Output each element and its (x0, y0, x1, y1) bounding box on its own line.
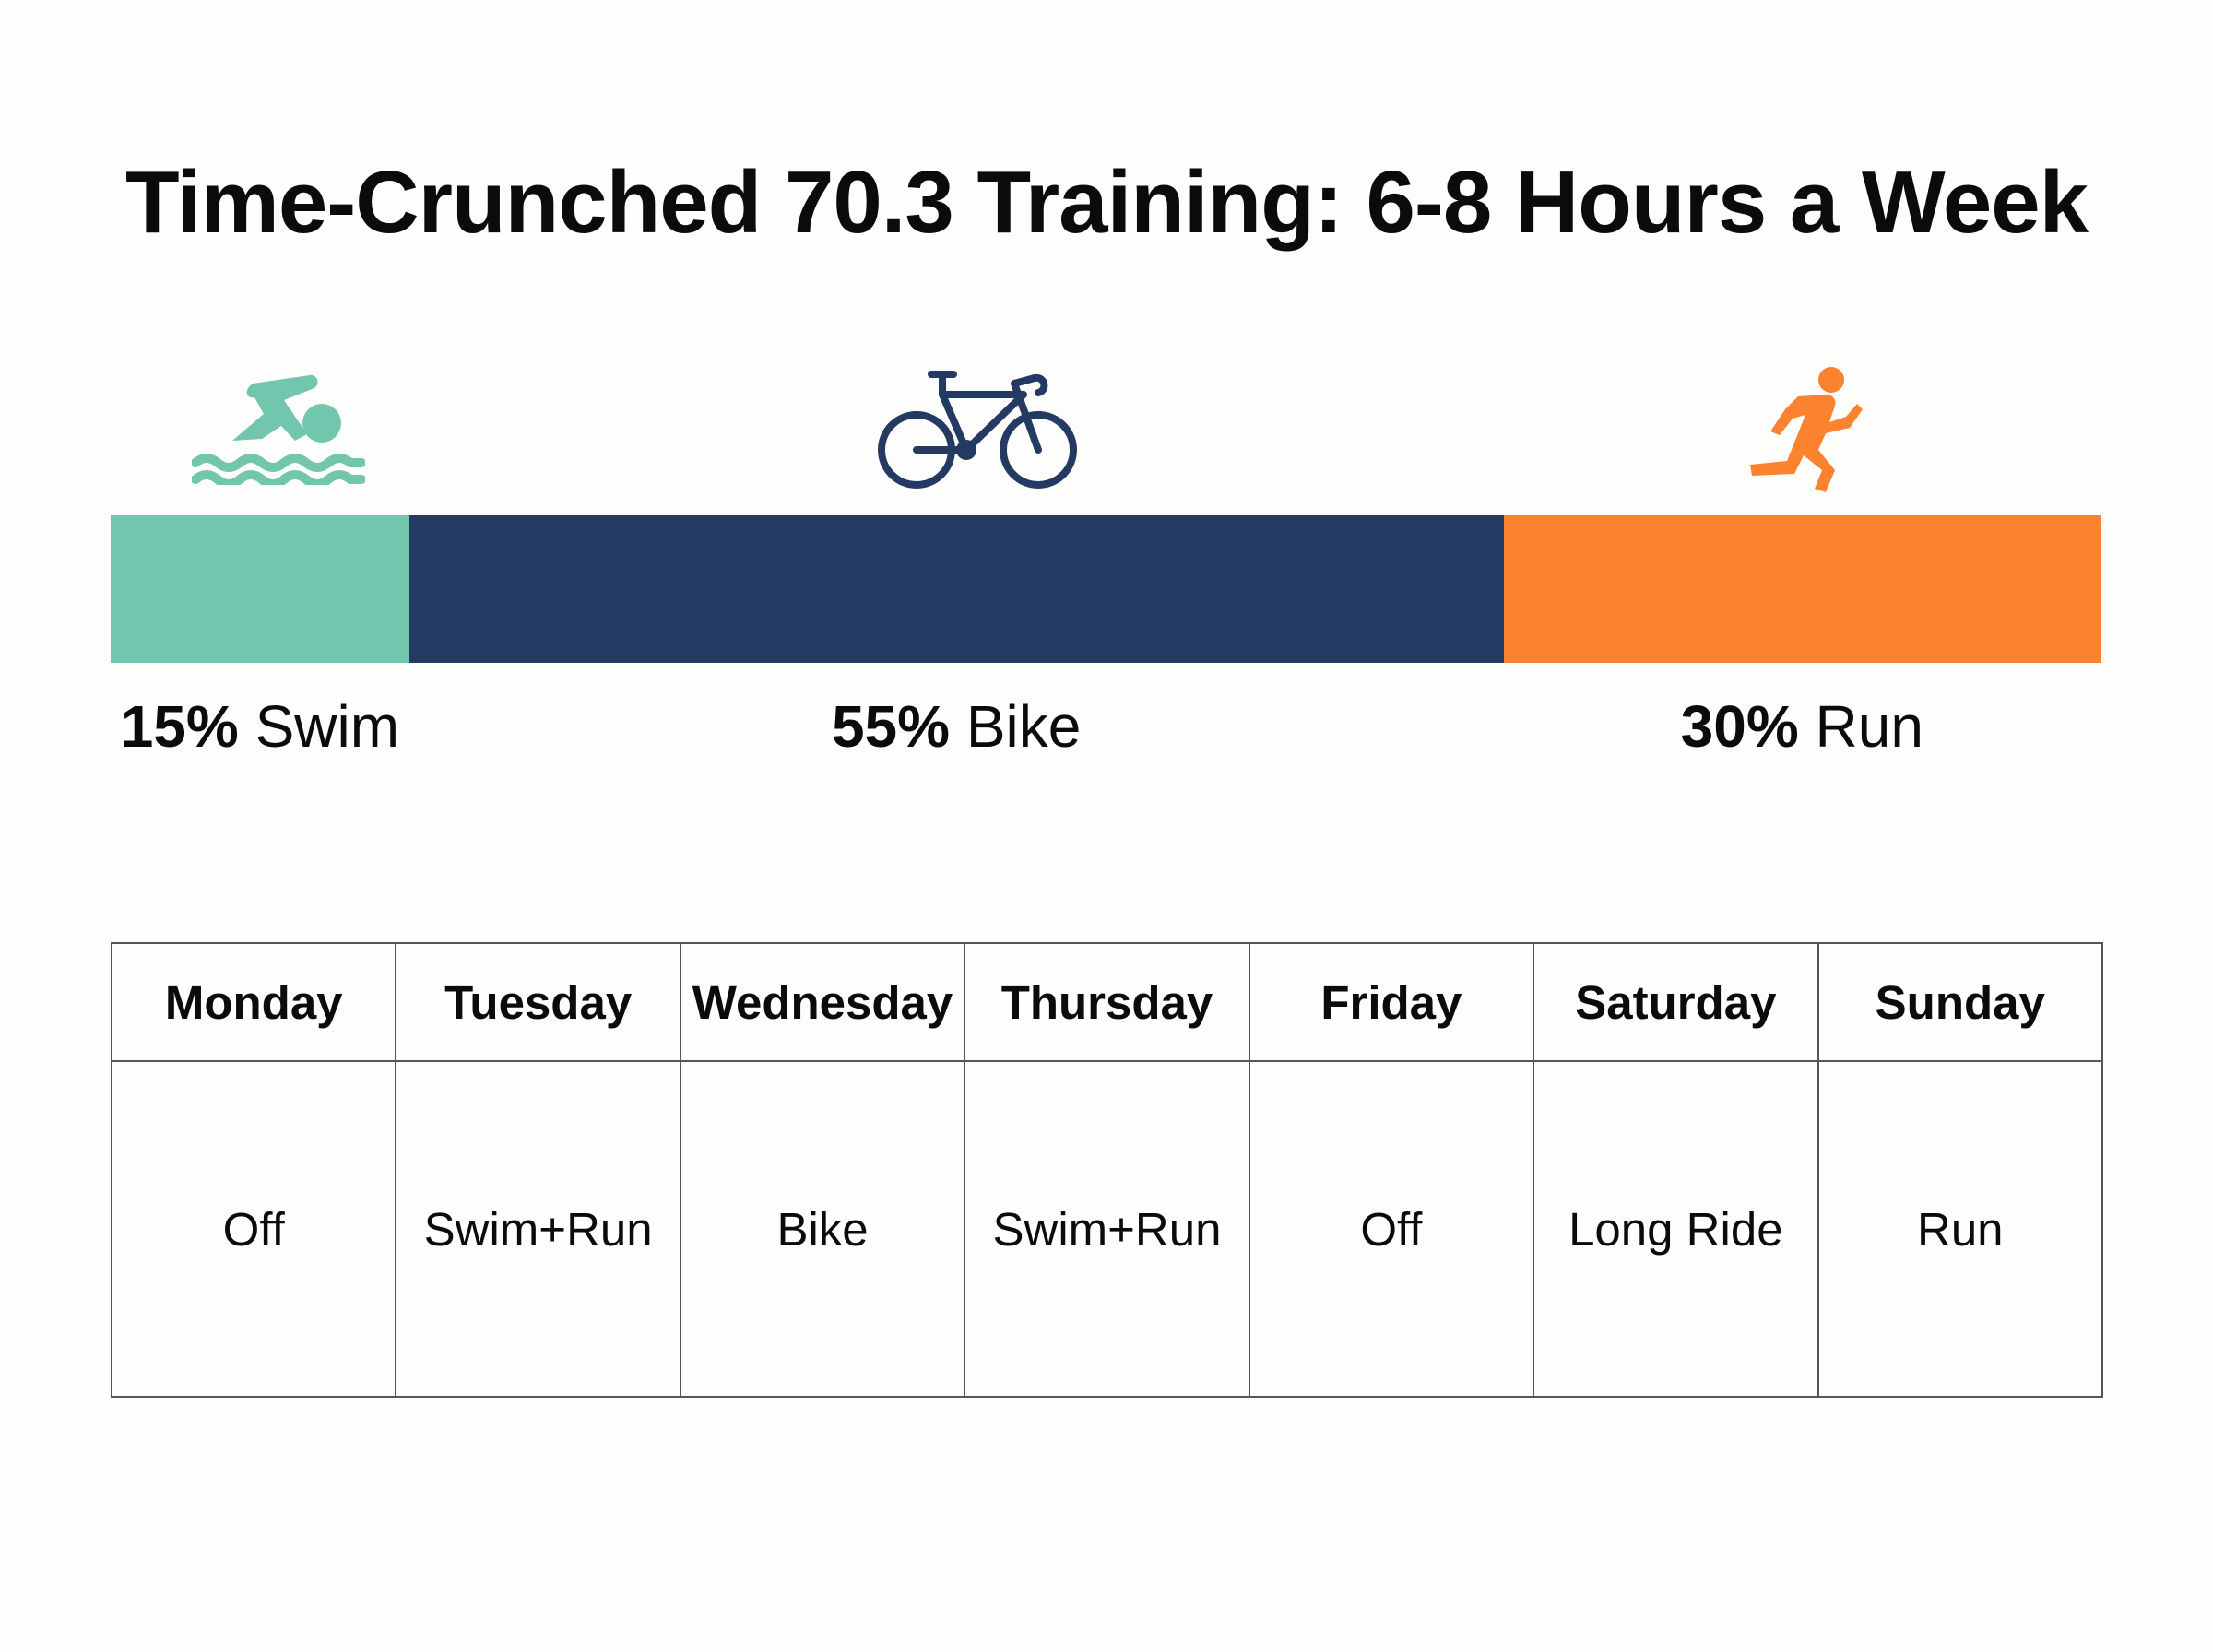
run-pct: 30% (1680, 693, 1799, 760)
workout-friday: Off (1248, 1060, 1535, 1398)
workout-tuesday: Swim+Run (395, 1060, 681, 1398)
sport-split-bar (111, 515, 2101, 663)
day-header-monday: Monday (110, 942, 397, 1062)
run-segment (1503, 515, 2101, 663)
swim-share-label: 15% Swim (121, 688, 399, 765)
day-header-wednesday: Wednesday (679, 942, 966, 1062)
bike-segment (408, 515, 1504, 663)
swim-pct: 15% (120, 693, 239, 760)
run-name: Run (1815, 693, 1923, 760)
workout-thursday: Swim+Run (964, 1060, 1250, 1398)
bicycle-icon (876, 367, 1079, 492)
swim-segment (111, 515, 409, 663)
runner-icon (1746, 365, 1863, 494)
workout-sunday: Run (1817, 1060, 2104, 1398)
bike-name: Bike (965, 693, 1082, 760)
day-header-sunday: Sunday (1817, 942, 2104, 1062)
workout-wednesday: Bike (679, 1060, 966, 1398)
day-header-friday: Friday (1248, 942, 1535, 1062)
swimmer-icon (192, 372, 365, 485)
bike-share-label: 55% Bike (832, 688, 1081, 765)
day-header-thursday: Thursday (964, 942, 1250, 1062)
run-share-label: 30% Run (1681, 688, 1923, 765)
weekly-schedule-table: Monday Tuesday Wednesday Thursday Friday… (110, 942, 2104, 1398)
workout-monday: Off (110, 1060, 397, 1398)
table-header-row: Monday Tuesday Wednesday Thursday Friday… (110, 942, 2104, 1062)
bike-pct: 55% (831, 693, 951, 760)
day-header-tuesday: Tuesday (395, 942, 681, 1062)
page-title: Time-Crunched 70.3 Training: 6-8 Hours a… (124, 153, 2089, 252)
day-header-saturday: Saturday (1533, 942, 1819, 1062)
swim-name: Swim (254, 693, 399, 760)
workout-saturday: Long Ride (1533, 1060, 1819, 1398)
table-row: Off Swim+Run Bike Swim+Run Off Long Ride… (110, 1060, 2104, 1398)
